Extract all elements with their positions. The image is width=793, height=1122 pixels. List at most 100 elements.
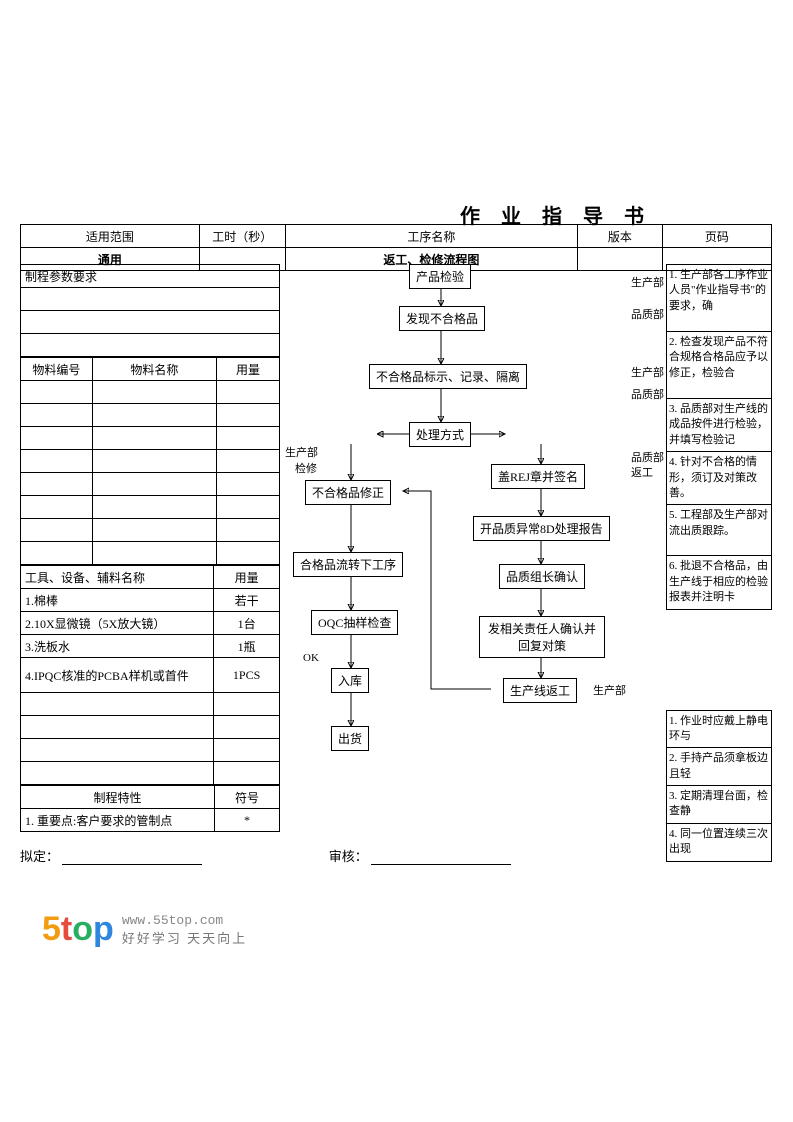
right-note: 2. 检查发现产品不符合规格合格品应予以修正，检验合 xyxy=(667,332,772,399)
flowchart: 产品检验 发现不合格品 不合格品标示、记录、隔离 处理方式 生产部 检修 不合格… xyxy=(281,264,666,824)
mat-cell xyxy=(216,473,279,496)
right-note2: 3. 定期清理台面，检查静 xyxy=(667,786,772,824)
flow-node-fix: 不合格品修正 xyxy=(305,480,391,505)
tool-name: 3.洗板水 xyxy=(21,635,214,658)
tool-qty xyxy=(214,762,280,785)
logo-url: www.55top.com xyxy=(122,913,247,928)
char-title: 制程特性 xyxy=(21,786,215,809)
right-note: 3. 品质部对生产线的成品按件进行检验，并填写检验记 xyxy=(667,399,772,452)
mat-cell xyxy=(21,542,93,565)
mat-cell xyxy=(216,427,279,450)
mat-cell xyxy=(216,404,279,427)
left-column: 制程参数要求 物料编号 物料名称 用量 工具、设备、辅料名称 用量 1.棉棒若干… xyxy=(20,264,280,832)
tool-qty: 若干 xyxy=(214,589,280,612)
ver-header: 版本 xyxy=(577,225,662,248)
flow-tag-sc3: 生产部 xyxy=(593,682,626,698)
mat-cell xyxy=(21,496,93,519)
mat-cell xyxy=(92,450,216,473)
draft-label: 拟定： xyxy=(20,849,59,864)
mat-cell xyxy=(92,473,216,496)
flow-tag-fgj: 返工 xyxy=(631,464,653,480)
mat-cell xyxy=(216,542,279,565)
flow-tag-pz2: 品质部 xyxy=(631,386,664,402)
tool-qty: 1台 xyxy=(214,612,280,635)
flow-label-ok: OK xyxy=(303,652,319,664)
flow-node-find-ng: 发现不合格品 xyxy=(399,306,485,331)
flow-node-8d: 开品质异常8D处理报告 xyxy=(473,516,610,541)
param-row xyxy=(21,311,280,334)
tool-qty: 1瓶 xyxy=(214,635,280,658)
flow-tag-pz1: 品质部 xyxy=(631,306,664,322)
right-column: 1. 生产部各工序作业人员"作业指导书"的要求，确 2. 检查发现产品不符合规格… xyxy=(666,264,772,862)
mat-cell xyxy=(21,450,93,473)
scope-header: 适用范围 xyxy=(21,225,200,248)
mat-cell xyxy=(92,381,216,404)
tool-name: 1.棉棒 xyxy=(21,589,214,612)
flow-node-mark: 不合格品标示、记录、隔离 xyxy=(369,364,527,389)
right-notes-table: 1. 生产部各工序作业人员"作业指导书"的要求，确 2. 检查发现产品不符合规格… xyxy=(666,264,772,610)
param-table: 制程参数要求 xyxy=(20,264,280,357)
mat-cell xyxy=(21,473,93,496)
tool-qty xyxy=(214,739,280,762)
flow-node-inspect: 产品检验 xyxy=(409,264,471,289)
char-sym: * xyxy=(214,809,279,832)
right-note: 1. 生产部各工序作业人员"作业指导书"的要求，确 xyxy=(667,265,772,332)
tool-name xyxy=(21,762,214,785)
right-notes2-table: 1. 作业时应戴上静电环与 2. 手持产品须拿板边且轻 3. 定期清理台面，检查… xyxy=(666,710,772,862)
mat-cell xyxy=(216,450,279,473)
flow-node-rej: 盖REJ章并签名 xyxy=(491,464,585,489)
mat-col1: 物料编号 xyxy=(21,358,93,381)
tool-name: 2.10X显微镜（5X放大镜） xyxy=(21,612,214,635)
signature-row: 拟定： 审核： xyxy=(20,846,772,865)
tool-qty: 1PCS xyxy=(214,658,280,693)
mat-cell xyxy=(92,404,216,427)
mat-cell xyxy=(216,381,279,404)
flow-label-prod: 生产部 xyxy=(285,444,318,460)
right-note: 5. 工程部及生产部对流出质跟踪。 xyxy=(667,505,772,556)
mat-cell xyxy=(92,542,216,565)
char-table: 制程特性 符号 1. 重要点:客户要求的管制点 * xyxy=(20,785,280,832)
right-note: 4. 针对不合格的情形，须订及对策改善。 xyxy=(667,452,772,505)
review-line xyxy=(371,848,511,865)
right-note2: 1. 作业时应戴上静电环与 xyxy=(667,710,772,748)
flow-node-rework: 生产线返工 xyxy=(503,678,577,703)
flow-label-jx: 检修 xyxy=(295,460,317,476)
flow-node-oqc: OQC抽样检查 xyxy=(311,610,398,635)
page-header: 页码 xyxy=(662,225,771,248)
tool-table: 工具、设备、辅料名称 用量 1.棉棒若干 2.10X显微镜（5X放大镜）1台 3… xyxy=(20,565,280,785)
mat-cell xyxy=(216,519,279,542)
mat-cell xyxy=(92,496,216,519)
mat-col2: 物料名称 xyxy=(92,358,216,381)
right-note2: 2. 手持产品须拿板边且轻 xyxy=(667,748,772,786)
param-row xyxy=(21,288,280,311)
mat-cell xyxy=(92,427,216,450)
tool-name xyxy=(21,739,214,762)
logo-main: 5top xyxy=(42,910,114,949)
flow-node-stock: 入库 xyxy=(331,668,369,693)
mat-cell xyxy=(21,381,93,404)
flow-tag-pz3: 品质部 xyxy=(631,449,664,465)
flow-node-flow-next: 合格品流转下工序 xyxy=(293,552,403,577)
right-note: 6. 批退不合格品，由生产线于相应的检验报表并注明卡 xyxy=(667,556,772,609)
tool-title: 工具、设备、辅料名称 xyxy=(21,566,214,589)
mat-cell xyxy=(21,519,93,542)
char-name: 1. 重要点:客户要求的管制点 xyxy=(21,809,215,832)
mat-cell xyxy=(21,404,93,427)
flow-node-reply: 发相关责任人确认并回复对策 xyxy=(479,616,605,658)
tool-name xyxy=(21,693,214,716)
tool-qty-head: 用量 xyxy=(214,566,280,589)
logo-slogan: 好好学习 天天向上 xyxy=(122,928,247,947)
param-row xyxy=(21,334,280,357)
review-label: 审核： xyxy=(329,849,368,864)
mat-cell xyxy=(92,519,216,542)
flow-tag-sc2: 生产部 xyxy=(631,364,664,380)
logo: 5top www.55top.com 好好学习 天天向上 xyxy=(42,910,247,949)
material-table: 物料编号 物料名称 用量 xyxy=(20,357,280,565)
draft-line xyxy=(62,848,202,865)
time-header: 工时（秒） xyxy=(199,225,285,248)
flow-tag-sc1: 生产部 xyxy=(631,274,664,290)
param-title: 制程参数要求 xyxy=(21,265,280,288)
tool-qty xyxy=(214,716,280,739)
flow-node-ship: 出货 xyxy=(331,726,369,751)
tool-qty xyxy=(214,693,280,716)
